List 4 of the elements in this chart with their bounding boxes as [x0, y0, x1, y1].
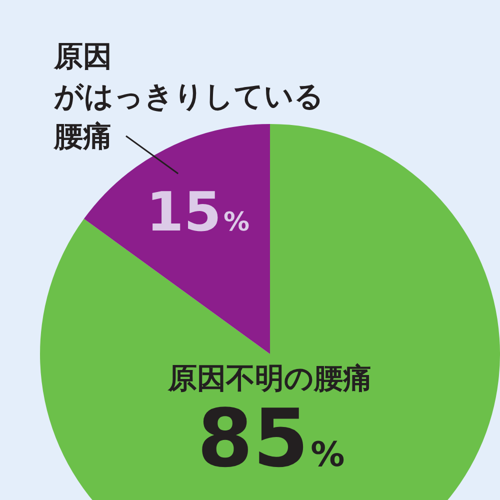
slice-label: 原因がはっきりしている腰痛: [53, 39, 324, 153]
data-label: 15%: [146, 180, 250, 244]
data-label: 85%: [197, 392, 345, 485]
slice-label: 原因不明の腰痛: [167, 361, 372, 395]
